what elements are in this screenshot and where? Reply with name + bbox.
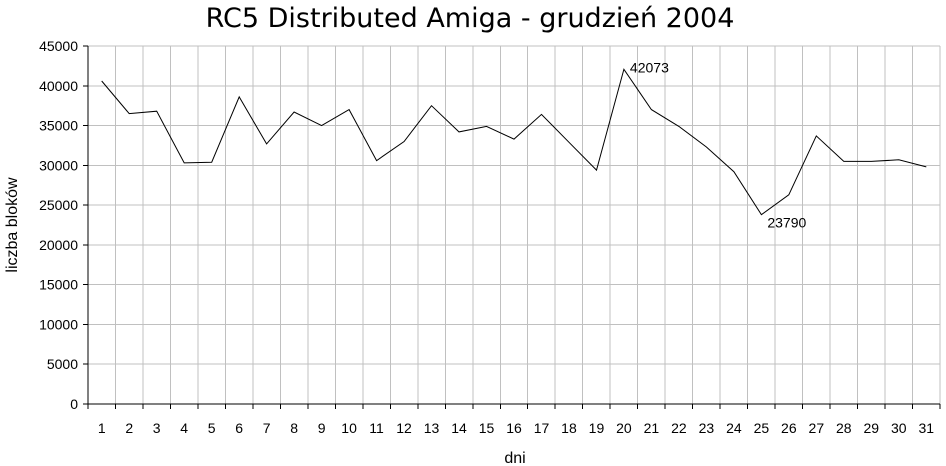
y-tick-label: 10000: [39, 316, 78, 332]
data-label: 23790: [767, 215, 806, 231]
data-point: [320, 124, 324, 128]
x-tick-label: 23: [699, 420, 715, 436]
y-axis-title: liczba bloków: [4, 177, 21, 273]
y-tick-label: 35000: [39, 118, 78, 134]
data-point: [787, 193, 791, 197]
x-tick-label: 17: [534, 420, 550, 436]
x-tick-label: 24: [726, 420, 742, 436]
data-point: [704, 145, 708, 149]
x-tick-label: 5: [208, 420, 216, 436]
y-tick-label: 30000: [39, 157, 78, 173]
x-tick-label: 9: [318, 420, 326, 436]
annotations: 42073 23790: [630, 59, 807, 230]
x-tick-label: 3: [153, 420, 161, 436]
data-point: [759, 213, 763, 217]
x-tick-label: 27: [809, 420, 825, 436]
x-tick-label: 18: [561, 420, 577, 436]
x-tick-labels: 1 2 3 4 5 6 7 8 9 10 11 12 13 14 15 16 17 18 19 20 21 22 23 24 2…: [98, 420, 934, 436]
x-tick-label: 28: [836, 420, 852, 436]
data-point: [842, 159, 846, 163]
data-point: [292, 110, 296, 114]
data-point: [237, 95, 241, 99]
data-point: [155, 109, 159, 113]
data-point: [649, 108, 653, 112]
data-point: [622, 67, 626, 71]
axes: [83, 45, 941, 409]
y-tick-labels: 0 5000 10000 15000 20000 25000 30000 35000 40000…: [39, 38, 78, 412]
data-point: [897, 158, 901, 162]
y-tick-label: 5000: [47, 356, 78, 372]
grid: [88, 45, 941, 404]
data-point: [567, 140, 571, 144]
x-tick-label: 12: [396, 420, 412, 436]
x-tick-label: 8: [290, 420, 298, 436]
data-point: [430, 104, 434, 108]
x-tick-label: 4: [180, 420, 188, 436]
y-tick-label: 20000: [39, 237, 78, 253]
data-point: [402, 139, 406, 143]
x-axis-title: dni: [504, 450, 525, 466]
data-point: [732, 170, 736, 174]
x-tick-label: 1: [98, 420, 106, 436]
data-point: [347, 108, 351, 112]
x-tick-label: 11: [369, 420, 384, 436]
x-tick-label: 29: [864, 420, 880, 436]
x-tick-label: 30: [891, 420, 907, 436]
data-point: [182, 161, 186, 165]
x-tick-label: 6: [235, 420, 243, 436]
x-tick-label: 31: [918, 420, 934, 436]
y-tick-label: 25000: [39, 197, 78, 213]
data-point: [539, 112, 543, 116]
y-tick-label: 45000: [39, 38, 78, 54]
data-point: [677, 124, 681, 128]
x-tick-label: 25: [754, 420, 770, 436]
x-tick-label: 7: [263, 420, 271, 436]
x-tick-label: 22: [671, 420, 687, 436]
y-tick-label: 15000: [39, 277, 78, 293]
chart-title: RC5 Distributed Amiga - grudzień 2004: [206, 3, 735, 34]
x-tick-label: 20: [616, 420, 632, 436]
x-tick-label: 2: [125, 420, 133, 436]
x-tick-label: 10: [341, 420, 357, 436]
x-tick-label: 26: [781, 420, 797, 436]
series-line: [101, 68, 927, 216]
data-point: [100, 79, 104, 83]
x-tick-label: 13: [424, 420, 440, 436]
data-point: [210, 160, 214, 164]
data-point: [924, 165, 928, 169]
data-point: [814, 134, 818, 138]
x-tick-label: 15: [479, 420, 495, 436]
x-tick-label: 14: [451, 420, 467, 436]
y-tick-label: 40000: [39, 78, 78, 94]
data-point: [594, 168, 598, 172]
y-tick-label: 0: [70, 396, 78, 412]
data-point: [375, 159, 379, 163]
data-point: [485, 124, 489, 128]
data-point: [457, 130, 461, 134]
data-point: [869, 159, 873, 163]
data-point: [512, 137, 516, 141]
data-point: [127, 112, 131, 116]
x-tick-label: 21: [644, 420, 660, 436]
x-tick-label: 16: [506, 420, 522, 436]
series: [100, 67, 928, 217]
x-tick-label: 19: [589, 420, 605, 436]
data-point: [265, 142, 269, 146]
data-label: 42073: [630, 59, 669, 75]
